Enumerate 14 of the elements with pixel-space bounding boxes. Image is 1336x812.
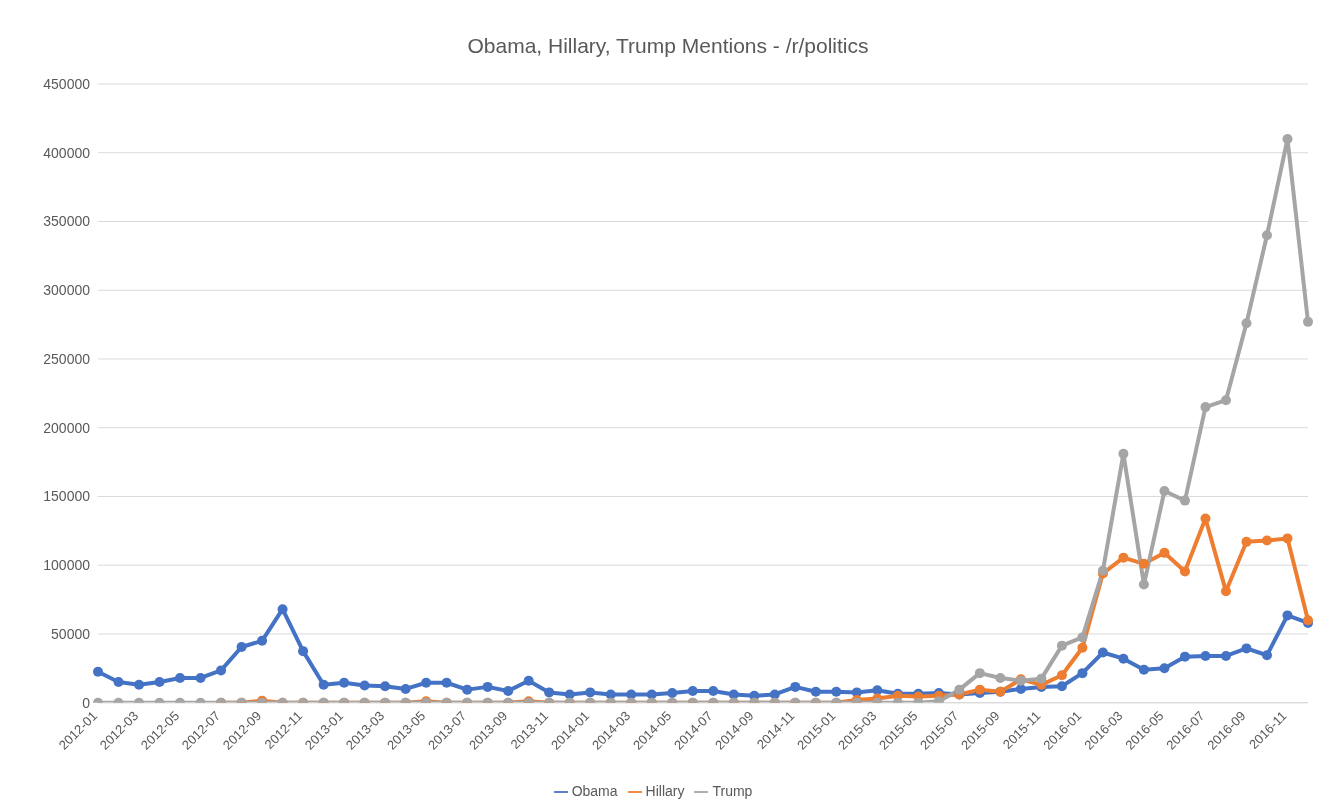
y-tick-label: 50000 (51, 625, 91, 642)
chart-title: Obama, Hillary, Trump Mentions - /r/politics (466, 33, 870, 59)
legend-label: Trump (712, 782, 753, 799)
y-tick-label: 250000 (43, 350, 91, 367)
y-tick-label: 150000 (43, 488, 91, 505)
y-tick-label: 0 (82, 694, 91, 711)
legend-label: Hillary (645, 782, 685, 799)
y-tick-label: 300000 (43, 282, 91, 299)
y-tick-label: 400000 (43, 144, 91, 161)
y-tick-label: 350000 (43, 213, 91, 230)
y-tick-label: 450000 (43, 75, 91, 92)
y-tick-label: 200000 (43, 419, 91, 436)
legend-label: Obama (571, 782, 618, 799)
y-tick-label: 100000 (43, 557, 91, 574)
